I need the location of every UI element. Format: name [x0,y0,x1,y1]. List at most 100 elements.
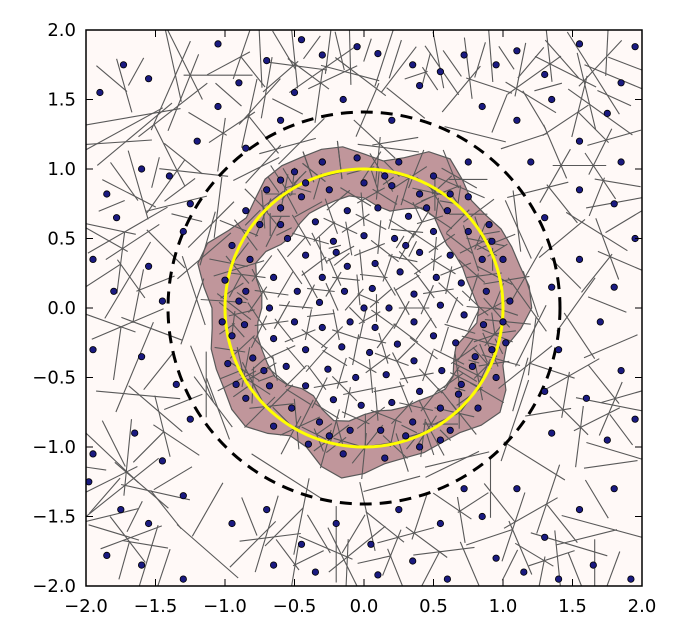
voronoi-edge [375,136,381,183]
voronoi-edge [417,298,437,329]
data-point [617,158,625,166]
voronoi-edge [150,490,182,530]
voronoi-edge [316,423,333,435]
data-point [603,109,611,118]
data-point [214,102,222,111]
data-point [311,218,319,226]
data-point [409,61,417,69]
voronoi-edge [573,407,621,432]
data-point [290,88,299,97]
voronoi-edge [163,142,203,175]
data-point [464,158,472,166]
voronoi-edge [86,139,152,146]
voronoi-edge [588,128,613,175]
voronoi-edge [128,385,183,433]
voronoi-edge [164,177,196,202]
x-tick-label: −1.0 [203,596,247,617]
voronoi-edge [89,477,121,514]
data-point [482,287,490,295]
voronoi-edge [115,321,154,413]
voronoi-edge [577,111,609,143]
voronoi-edge [565,211,628,252]
voronoi-edge [138,525,159,586]
voronoi-edge [425,431,435,456]
voronoi-edge [388,39,402,79]
data-point [318,273,326,281]
voronoi-edge [167,54,200,132]
voronoi-edge [333,437,360,447]
data-point [415,387,424,395]
voronoi-edge [387,548,404,586]
voronoi-edge [534,82,563,92]
x-tick-label: −1.5 [134,596,178,617]
voronoi-edge [444,126,506,143]
voronoi-edge [454,351,460,386]
voronoi-edge [286,236,307,258]
data-point [89,450,97,458]
voronoi-edge [377,527,435,544]
data-point [610,283,618,291]
voronoi-edge [425,450,480,478]
voronoi-edge [96,390,181,400]
data-point [276,221,285,229]
x-tick-label: −0.5 [273,596,317,617]
data-point [340,287,349,295]
voronoi-edge [474,361,484,401]
voronoi-edge [251,366,255,404]
voronoi-edge [180,278,205,345]
voronoi-edge [244,209,261,226]
voronoi-edge [145,195,208,212]
x-tick-label: 0.0 [350,596,379,617]
data-point [368,284,376,293]
voronoi-edge [341,411,370,425]
voronoi-edge [287,58,330,90]
voronoi-edge [336,140,343,180]
voronoi-edge [120,483,191,501]
data-point [443,207,451,215]
data-point [138,561,146,569]
voronoi-edge [463,37,473,99]
voronoi-edge [439,429,452,441]
voronoi-edge [594,178,641,188]
voronoi-edge [469,382,505,404]
voronoi-edge [258,30,263,88]
voronoi-edge [100,525,162,550]
voronoi-edge [241,347,251,388]
voronoi-edge [244,396,276,428]
voronoi-edge [333,252,350,266]
data-point [338,343,346,351]
voronoi-edge [441,65,481,113]
data-point [235,79,243,87]
y-tick-label: 1.5 [47,90,76,111]
voronoi-edge [413,255,443,275]
voronoi-edge [432,31,445,89]
voronoi-edge [225,255,250,284]
voronoi-edge [543,124,568,179]
voronoi-edge [272,30,296,70]
voronoi-edge [284,190,298,215]
voronoi-edge [413,546,475,556]
voronoi-edge [481,354,521,367]
voronoi-edge [136,275,175,292]
data-point [415,248,424,256]
voronoi-edge [432,236,437,271]
data-point [186,200,194,208]
voronoi-edge [260,204,280,229]
voronoi-edge [376,323,396,349]
voronoi-edge [307,287,335,293]
y-tick-label: 0.0 [47,298,76,319]
data-point [360,179,368,187]
voronoi-edge [363,475,421,493]
voronoi-edge [561,514,642,538]
y-tick-label: −1.0 [32,437,76,458]
x-tick-label: 1.0 [489,596,518,617]
data-point [131,429,139,437]
data-point [288,404,296,412]
voronoi-edge [468,308,480,331]
voronoi-edge [267,176,280,193]
x-tick-label: −2.0 [64,596,108,617]
data-point [325,432,333,440]
voronoi-edge [320,64,380,82]
data-point [246,255,254,263]
voronoi-edge [188,111,227,136]
